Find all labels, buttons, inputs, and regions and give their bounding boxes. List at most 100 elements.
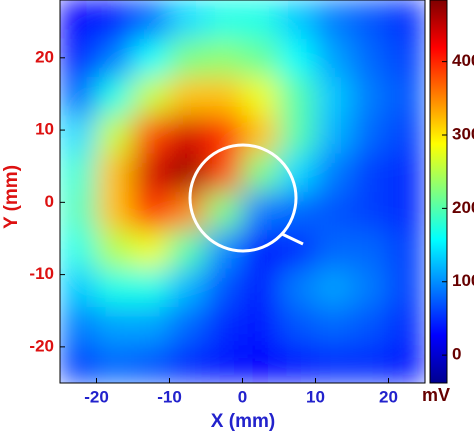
heatmap-cell [60,37,97,78]
heatmap-cell [351,37,389,78]
heatmap-cell [169,191,207,231]
heatmap-cell [132,229,170,269]
heatmap-cell [278,152,316,192]
heatmap-cell [96,0,134,39]
heatmap-cell [169,114,207,154]
x-tick-label: -20 [84,387,109,406]
heatmap-cell [96,344,134,383]
heatmap-cell [351,152,389,192]
heatmap-cell [169,152,207,192]
heatmap-cell [60,267,97,307]
heatmap-cell [169,0,207,39]
heatmap-cell [96,305,134,346]
heatmap-cell [388,229,425,269]
heatmap-cell [388,344,425,383]
heatmap-cell [278,37,316,78]
heatmap-cell [242,305,280,346]
heatmap-cell [60,344,97,383]
heatmap-cell [388,305,425,346]
x-tick-label: -10 [157,387,182,406]
heatmap-cell [351,267,389,307]
heatmap-cell [315,37,353,78]
heatmap-cell [351,305,389,346]
heatmap-cell [96,114,134,154]
probe-circle [188,143,298,253]
heatmap-cell [315,305,353,346]
heatmap-cell [96,152,134,192]
heatmap-cell [205,267,243,307]
heatmap-cell [169,76,207,116]
heatmap-cell [278,0,316,39]
heatmap-cell [315,152,353,192]
heatmap-cell [205,0,243,39]
heatmap-cell [169,267,207,307]
heatmap-cell [132,76,170,116]
heatmap-cell [351,229,389,269]
heatmap-cell [242,267,280,307]
heatmap-cell [242,344,280,383]
heatmap-cell [351,76,389,116]
y-tick-label: 10 [35,120,54,139]
heatmap-cell [132,305,170,346]
heatmap-cell [278,344,316,383]
heatmap-cell [388,37,425,78]
heatmap-cell [351,191,389,231]
heatmap-cell [169,229,207,269]
heatmap-cell [315,267,353,307]
heatmap-cell [132,0,170,39]
heatmap-cell [96,229,134,269]
heatmap-cell [388,152,425,192]
y-axis-label: Y (mm) [1,165,22,229]
heatmap-cell [132,152,170,192]
heatmap-cell [169,305,207,346]
colorbar-label: mV [422,385,450,405]
heatmap-cell [351,0,389,39]
heatmap-cell [169,344,207,383]
heatmap-cell [96,76,134,116]
heatmap-cell [242,0,280,39]
y-tick-label: -20 [29,336,54,355]
heatmap [60,0,425,383]
heatmap-cell [60,114,97,154]
heatmap-cell [205,344,243,383]
colorbar-tick-label: 200 [452,198,474,217]
heatmap-cell [60,191,97,231]
heatmap-cell [169,37,207,78]
heatmap-cell [132,37,170,78]
heatmap-cell [96,267,134,307]
heatmap-cell [388,114,425,154]
colorbar-tick-label: 400 [452,51,474,70]
heatmap-cell [60,152,97,192]
x-tick-label: 0 [238,387,247,406]
colorbar-tick-label: 100 [452,271,474,290]
colorbar [429,0,448,384]
x-axis-label: X (mm) [211,411,275,432]
heatmap-cell [242,37,280,78]
heatmap-cell [132,344,170,383]
probe-handle [281,232,304,246]
heatmap-cell [132,114,170,154]
heatmap-cell [315,344,353,383]
heatmap-cell [242,152,280,192]
heatmap-cell [205,191,243,231]
x-tick-label: 20 [379,387,398,406]
heatmap-cell [315,0,353,39]
y-tick-label: 20 [35,47,54,66]
heatmap-cell [315,191,353,231]
plot-area [60,0,425,383]
y-tick-label: -10 [29,264,54,283]
heatmap-cell [205,76,243,116]
x-tick-label: 10 [306,387,325,406]
heatmap-cell [278,76,316,116]
colorbar-tick-label: 300 [452,124,474,143]
heatmap-cell [96,191,134,231]
heatmap-cell [242,76,280,116]
heatmap-cell [388,0,425,39]
heatmap-cell [205,305,243,346]
heatmap-cell [278,305,316,346]
heatmap-cell [315,114,353,154]
heatmap-cell [60,0,97,39]
heatmap-cell [205,152,243,192]
heatmap-cell [351,344,389,383]
